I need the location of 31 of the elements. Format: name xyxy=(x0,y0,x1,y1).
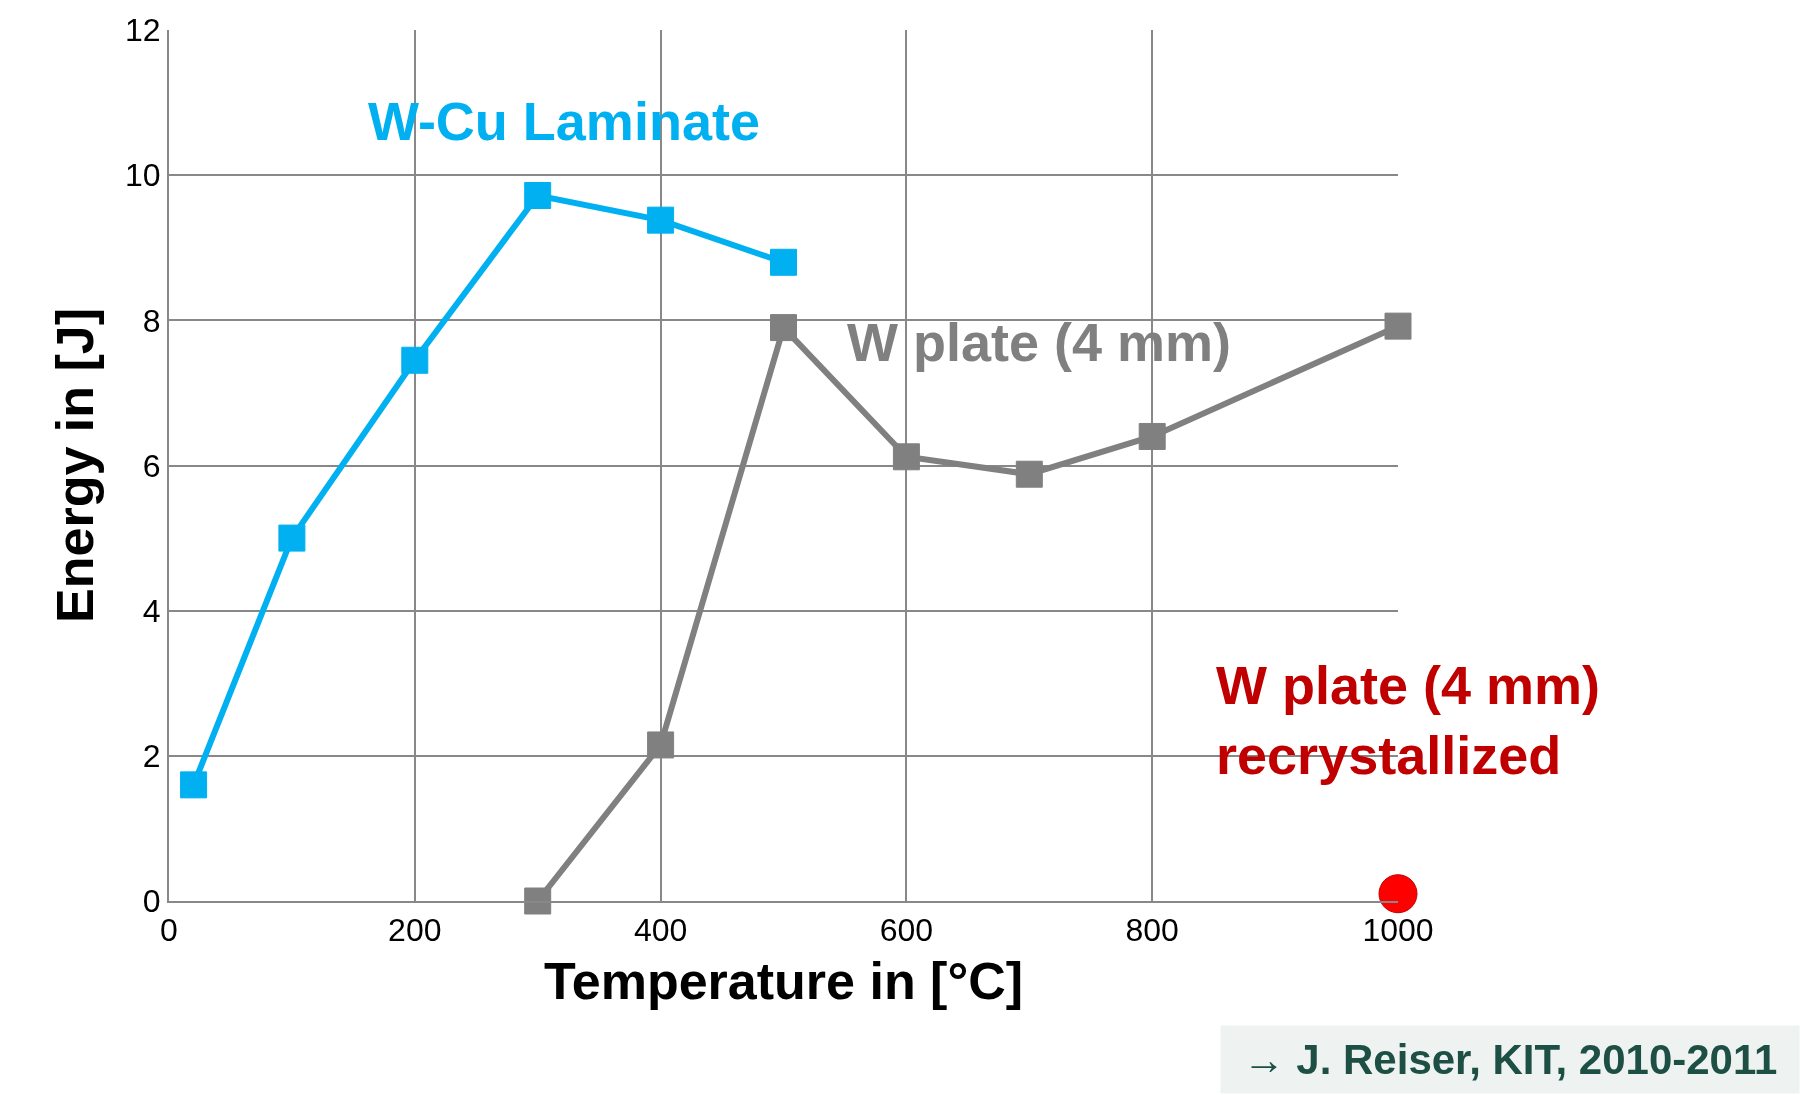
x-axis-title: Temperature in [°C] xyxy=(543,951,1024,1010)
series-label: W-Cu Laminate xyxy=(368,91,760,151)
point xyxy=(278,524,306,552)
x-tick-label: 1000 xyxy=(1362,912,1434,949)
text: W plate (4 mm) recrystallized xyxy=(1216,655,1601,786)
point xyxy=(180,771,208,799)
y-tick-label: 4 xyxy=(142,592,161,629)
point xyxy=(1138,422,1166,450)
point xyxy=(401,346,429,374)
y-tick-label: 12 xyxy=(125,12,161,49)
text: → J. Reiser, KIT, 2010-2011 xyxy=(1231,1036,1790,1083)
y-axis-title: Energy in [J] xyxy=(45,308,104,623)
y-tick-label: 6 xyxy=(142,447,161,484)
point xyxy=(524,887,552,915)
x-tick-label: 400 xyxy=(633,912,688,949)
y-tick-label: 10 xyxy=(125,157,161,194)
point xyxy=(647,731,675,759)
point xyxy=(1015,460,1043,488)
point xyxy=(892,443,920,471)
point xyxy=(770,248,797,276)
x-tick-label: 200 xyxy=(388,912,442,949)
x-tick-label: 600 xyxy=(879,912,934,949)
point xyxy=(770,314,797,342)
point xyxy=(1378,874,1418,914)
point xyxy=(647,206,675,234)
x-tick-label: 800 xyxy=(1125,912,1179,949)
y-tick-label: 8 xyxy=(142,302,161,339)
y-tick-label: 0 xyxy=(142,883,161,920)
point xyxy=(524,181,552,209)
point xyxy=(1384,312,1412,340)
y-tick-label: 2 xyxy=(142,738,161,775)
